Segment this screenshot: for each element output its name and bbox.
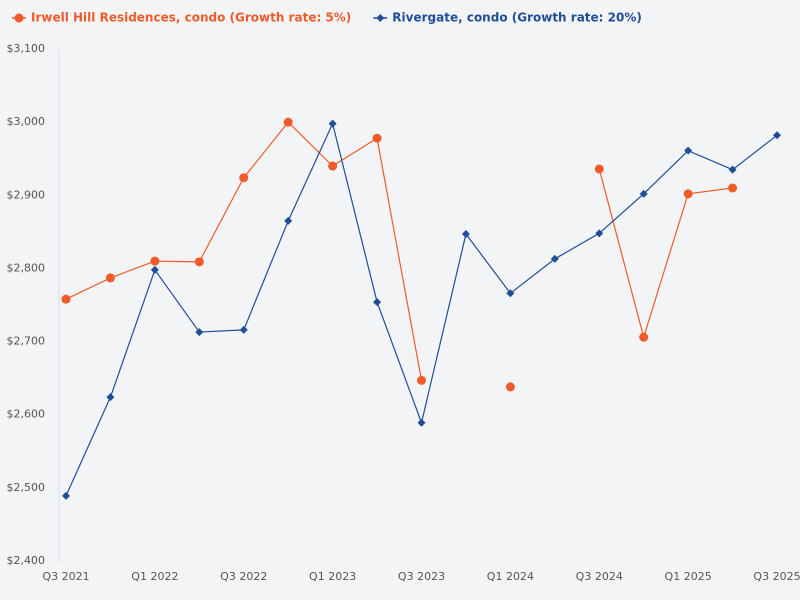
y-tick-label: $3,100 [7,42,46,55]
x-tick-label: Q3 2024 [576,570,623,583]
marker [372,133,382,143]
marker [505,382,515,392]
x-tick-label: Q3 2022 [220,570,267,583]
legend-label: Irwell Hill Residences, condo (Growth ra… [31,11,351,25]
marker [62,491,70,500]
y-tick-label: $2,500 [7,481,46,494]
marker [284,216,293,225]
x-tick-label: Q1 2022 [131,570,178,583]
marker [376,14,385,22]
y-tick-label: $2,900 [7,188,46,201]
marker [195,328,204,337]
marker [417,375,426,385]
marker [61,294,71,304]
marker [239,173,249,183]
marker [106,393,115,402]
x-tick-label: Q1 2023 [309,570,356,583]
marker [105,273,115,283]
x-tick-label: Q3 2025 [753,570,800,583]
marker [595,229,604,238]
marker [728,165,737,174]
marker [194,257,204,267]
x-tick-label: Q1 2025 [665,570,712,583]
marker [728,183,738,193]
marker [239,325,248,334]
marker [506,289,515,298]
x-tick-label: Q3 2021 [42,570,89,583]
legend-label: Rivergate, condo (Growth rate: 20%) [392,11,642,25]
marker [417,418,426,427]
y-tick-label: $2,700 [7,335,46,348]
series-line [65,121,733,381]
y-tick-label: $3,000 [7,115,46,128]
marker [594,164,604,174]
marker [639,332,649,342]
marker [150,256,160,266]
marker [683,189,693,199]
marker [328,119,337,128]
marker [773,131,781,140]
marker [150,265,159,274]
x-tick-label: Q3 2023 [398,570,445,583]
x-tick-label: Q1 2024 [487,570,534,583]
y-tick-label: $2,600 [7,408,46,421]
y-tick-label: $2,800 [7,261,46,274]
y-tick-label: $2,400 [7,554,46,567]
marker [639,189,648,198]
marker [283,117,293,127]
marker [328,161,338,171]
series-line [65,121,778,497]
marker [461,230,470,239]
marker [373,298,382,307]
marker [550,254,559,263]
marker [14,13,24,23]
marker [684,146,693,155]
